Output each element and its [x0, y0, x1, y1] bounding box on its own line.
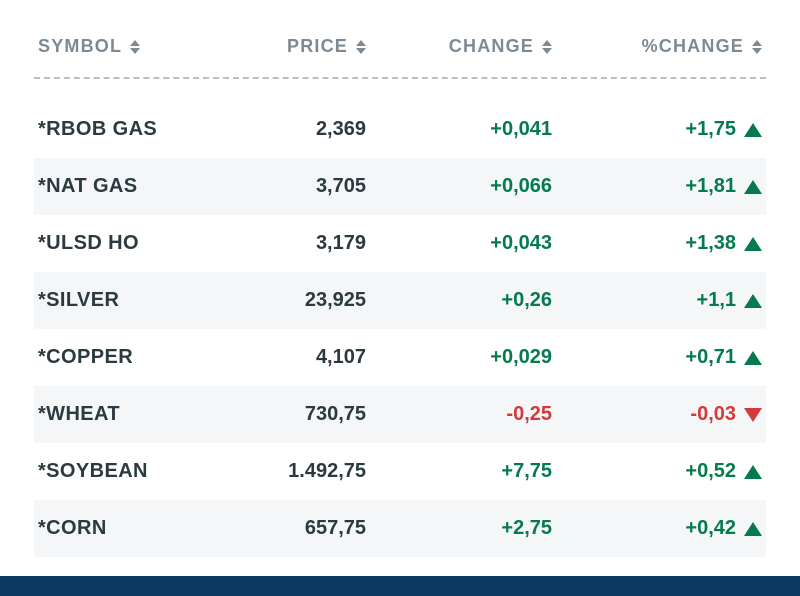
table-row[interactable]: *CORN 657,75 +2,75 +0,42	[34, 500, 766, 557]
price-cell: 3,179	[316, 232, 366, 254]
sort-icon	[130, 40, 140, 54]
symbol-cell: *RBOB GAS	[38, 118, 157, 140]
sort-icon	[542, 40, 552, 54]
column-header-price[interactable]: PRICE	[287, 36, 366, 57]
table-row[interactable]: *WHEAT 730,75 -0,25 -0,03	[34, 386, 766, 443]
pct-change-cell: +0,71	[685, 346, 736, 369]
change-cell: +2,75	[501, 517, 552, 539]
commodities-table: SYMBOL PRICE CHANGE	[0, 0, 800, 557]
pct-change-cell: +1,38	[685, 232, 736, 255]
sort-icon	[752, 40, 762, 54]
change-cell: -0,25	[506, 403, 552, 425]
table-row[interactable]: *SOYBEAN 1.492,75 +7,75 +0,52	[34, 443, 766, 500]
direction-up-icon	[744, 237, 762, 251]
column-header-pct-change[interactable]: %CHANGE	[642, 36, 762, 57]
change-cell: +0,26	[501, 289, 552, 311]
column-header-label: PRICE	[287, 36, 348, 57]
change-cell: +7,75	[501, 460, 552, 482]
table-row[interactable]: *ULSD HO 3,179 +0,043 +1,38	[34, 215, 766, 272]
direction-down-icon	[744, 408, 762, 422]
price-cell: 1.492,75	[288, 460, 366, 482]
table-header-row: SYMBOL PRICE CHANGE	[34, 18, 766, 77]
symbol-cell: *WHEAT	[38, 403, 120, 425]
direction-up-icon	[744, 294, 762, 308]
price-cell: 23,925	[305, 289, 366, 311]
price-cell: 657,75	[305, 517, 366, 539]
table-row[interactable]: *NAT GAS 3,705 +0,066 +1,81	[34, 158, 766, 215]
symbol-cell: *SILVER	[38, 289, 119, 311]
table-row[interactable]: *COPPER 4,107 +0,029 +0,71	[34, 329, 766, 386]
column-header-label: CHANGE	[449, 36, 534, 57]
column-header-label: %CHANGE	[642, 36, 744, 57]
sort-icon	[356, 40, 366, 54]
pct-change-cell: -0,03	[690, 403, 736, 426]
column-header-change[interactable]: CHANGE	[449, 36, 552, 57]
direction-up-icon	[744, 351, 762, 365]
direction-up-icon	[744, 522, 762, 536]
symbol-cell: *ULSD HO	[38, 232, 139, 254]
footer-bar	[0, 576, 800, 596]
table-row[interactable]: *SILVER 23,925 +0,26 +1,1	[34, 272, 766, 329]
symbol-cell: *NAT GAS	[38, 175, 138, 197]
price-cell: 730,75	[305, 403, 366, 425]
pct-change-cell: +0,52	[685, 460, 736, 483]
symbol-cell: *COPPER	[38, 346, 133, 368]
table-row[interactable]: *RBOB GAS 2,369 +0,041 +1,75	[34, 101, 766, 158]
column-header-symbol[interactable]: SYMBOL	[38, 36, 140, 57]
price-cell: 3,705	[316, 175, 366, 197]
direction-up-icon	[744, 180, 762, 194]
price-cell: 2,369	[316, 118, 366, 140]
change-cell: +0,029	[490, 346, 552, 368]
pct-change-cell: +0,42	[685, 517, 736, 540]
symbol-cell: *CORN	[38, 517, 107, 539]
price-cell: 4,107	[316, 346, 366, 368]
change-cell: +0,043	[490, 232, 552, 254]
change-cell: +0,066	[490, 175, 552, 197]
pct-change-cell: +1,81	[685, 175, 736, 198]
column-header-label: SYMBOL	[38, 36, 122, 57]
table-body: *RBOB GAS 2,369 +0,041 +1,75 *NAT GAS 3,705 +0…	[34, 101, 766, 557]
change-cell: +0,041	[490, 118, 552, 140]
symbol-cell: *SOYBEAN	[38, 460, 148, 482]
direction-up-icon	[744, 123, 762, 137]
direction-up-icon	[744, 465, 762, 479]
header-separator	[34, 77, 766, 79]
pct-change-cell: +1,75	[685, 118, 736, 141]
pct-change-cell: +1,1	[697, 289, 736, 312]
